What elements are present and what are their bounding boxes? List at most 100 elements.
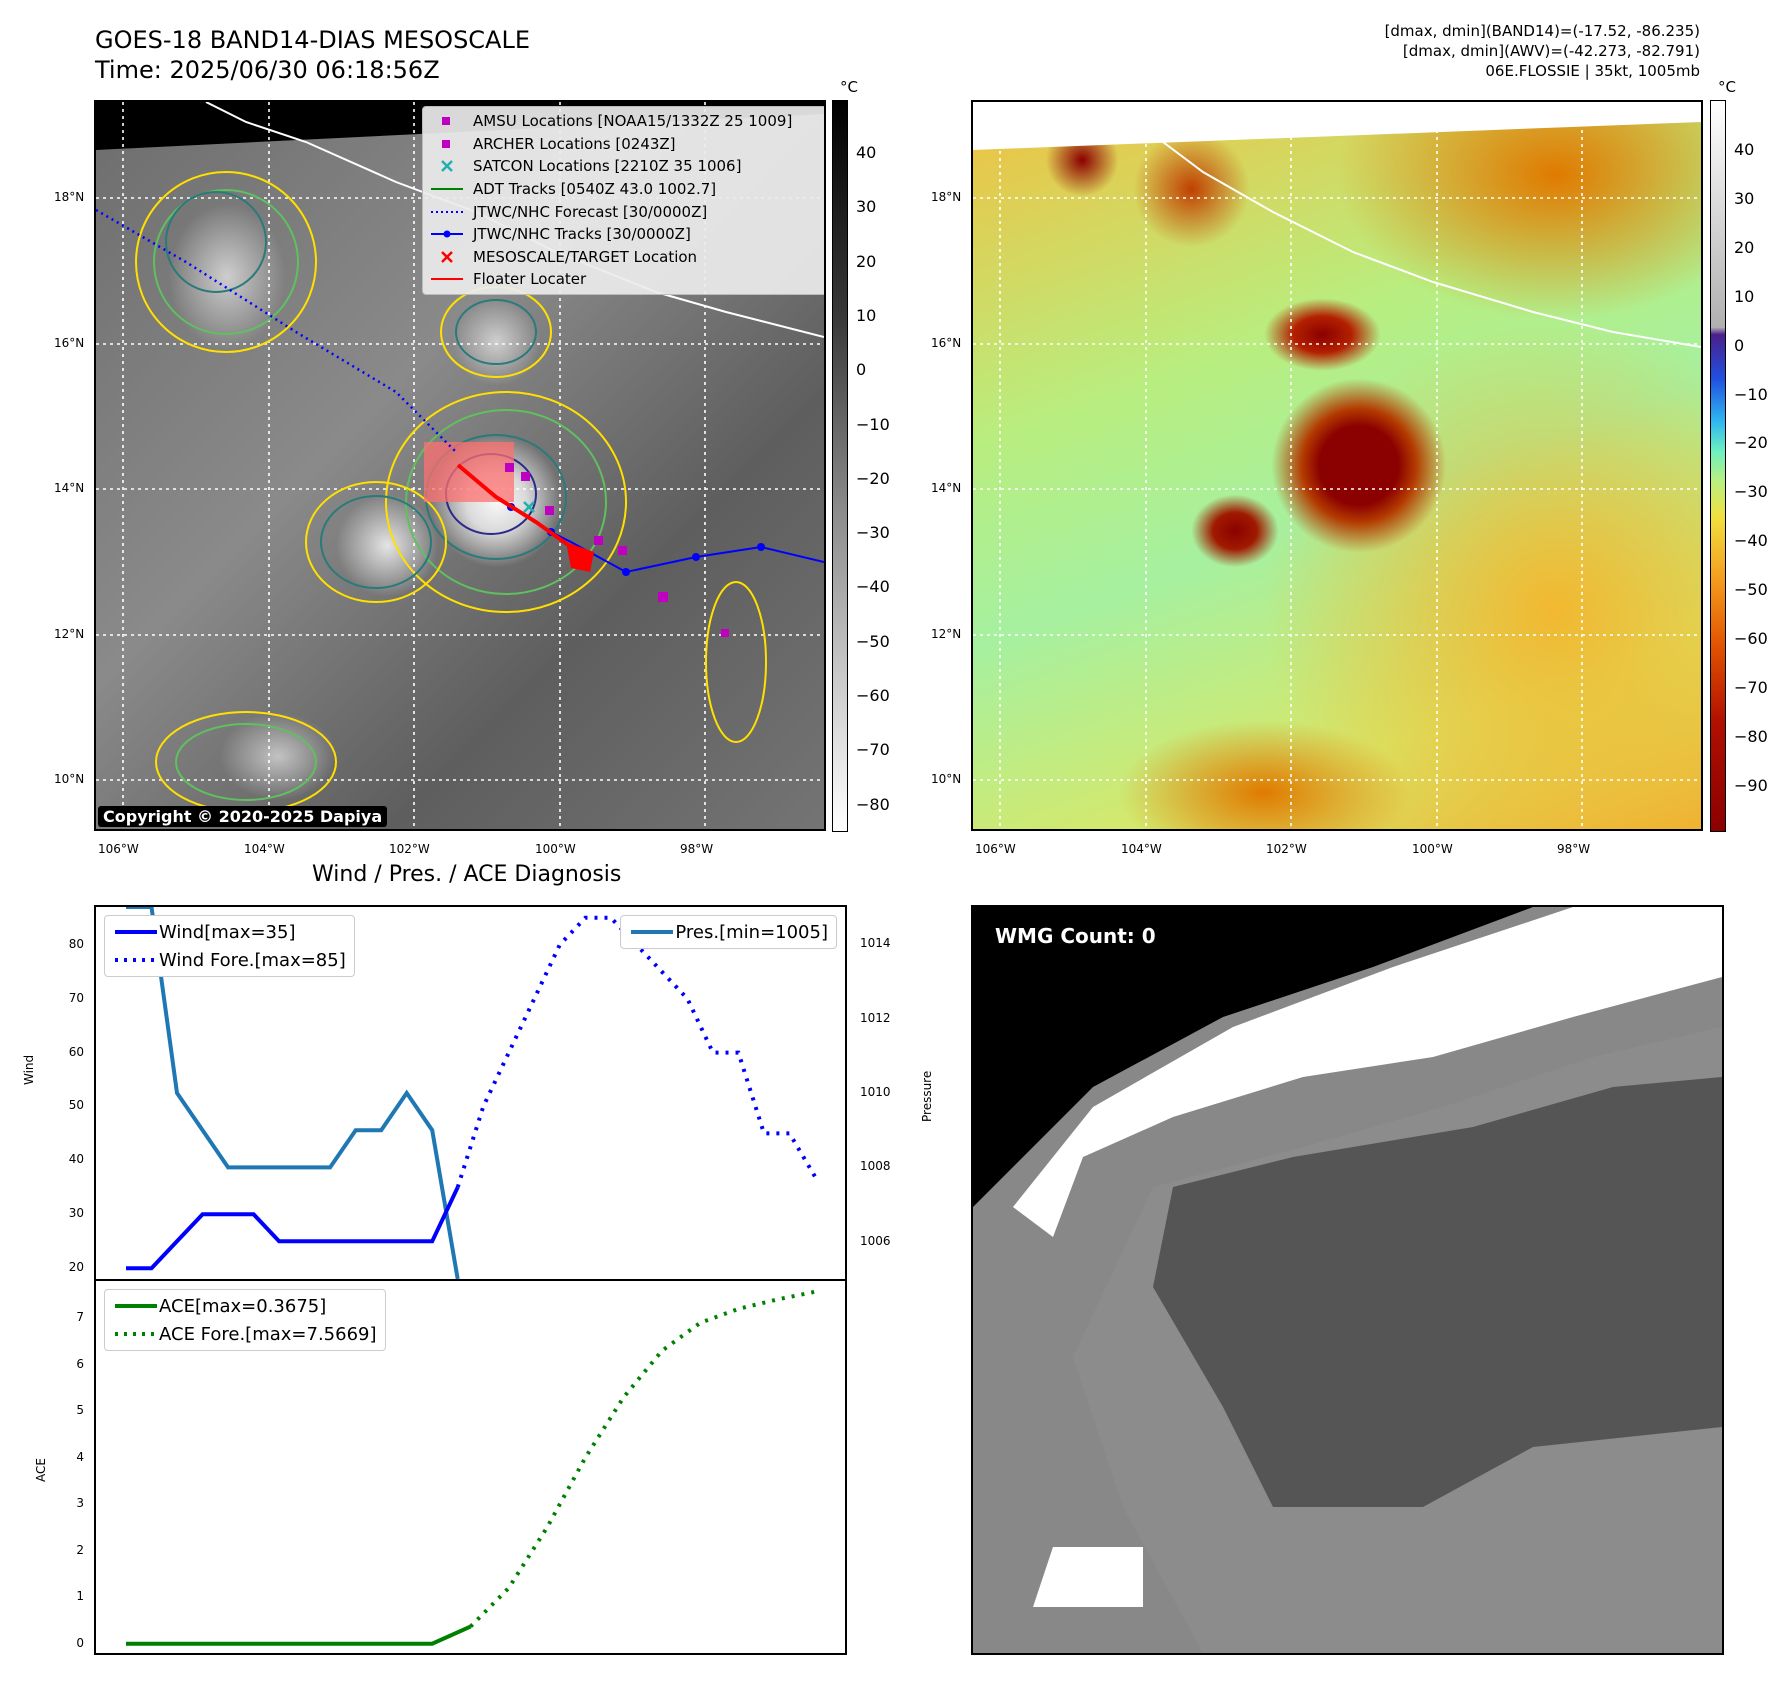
lon-tick-100-left: 100°W <box>535 842 576 856</box>
ace-ytick-5: 5 <box>76 1403 84 1418</box>
ace-series-1 <box>469 1289 816 1629</box>
colorbar-gray-unit: °C <box>840 78 858 96</box>
colorbar-gray-tick-1: 30 <box>856 197 877 217</box>
awv-map-panel <box>971 100 1703 831</box>
map-legend: AMSU Locations [NOAA15/1332Z 25 1009] AR… <box>422 106 824 295</box>
wind-ytick-2: 40 <box>68 1152 84 1167</box>
ace-ytick-3: 3 <box>76 1496 84 1511</box>
lat-tick-14-left: 14°N <box>54 481 85 495</box>
lon-tick-102-left: 102°W <box>389 842 430 856</box>
colorbar-color-tick-11: −70 <box>1734 677 1768 697</box>
lon-tick-98-left: 98°W <box>680 842 714 856</box>
lon-tick-104-right: 104°W <box>1121 842 1162 856</box>
colorbar-color-tick-8: −40 <box>1734 531 1768 551</box>
lat-tick-10-left: 10°N <box>54 772 85 786</box>
colorbar-color-tick-0: 40 <box>1734 140 1755 159</box>
colorbar-gray-tick-10: −60 <box>856 686 890 705</box>
pressure-ytick-0: 1006 <box>860 1233 891 1248</box>
copyright-badge: Copyright © 2020-2025 Dapiya <box>98 806 388 827</box>
legend-jtwc-tracks: JTWC/NHC Tracks [30/0000Z] <box>429 223 821 246</box>
lon-tick-106-right: 106°W <box>975 842 1016 856</box>
ir-map-panel: AMSU Locations [NOAA15/1332Z 25 1009] AR… <box>94 100 826 831</box>
wind-series-0 <box>126 1186 460 1271</box>
colorbar-color-unit: °C <box>1718 78 1736 96</box>
colorbar-color-tick-6: −20 <box>1734 433 1768 453</box>
lat-tick-18-right: 18°N <box>931 190 962 204</box>
ace-ytick-4: 4 <box>76 1449 84 1464</box>
wmg-count-badge: WMG Count: 0 <box>987 921 1164 951</box>
wmg-darkgray-region <box>1153 1077 1722 1507</box>
colorbar-gray-tick-3: 10 <box>856 305 877 325</box>
ace-legend-fore: ACE Fore.[max=7.5669] <box>115 1323 377 1345</box>
pressure-ytick-3: 1012 <box>860 1010 891 1025</box>
colorbar-color-tick-2: 20 <box>1734 237 1755 257</box>
wind-pressure-panel: Wind[max=35] Wind Fore.[max=85] Pres.[mi… <box>94 905 847 1281</box>
wind-ytick-6: 80 <box>68 936 84 951</box>
ace-series-0 <box>126 1624 472 1646</box>
colorbar-color-tick-5: −10 <box>1734 384 1768 404</box>
colorbar-gray-tick-12: −80 <box>856 794 890 814</box>
wmg-black-band <box>973 907 1533 1207</box>
legend-adt: ADT Tracks [0540Z 43.0 1002.7] <box>431 180 717 199</box>
colorbar-color-tick-3: 10 <box>1734 286 1755 306</box>
colorbar-gray-tick-7: −30 <box>856 523 890 543</box>
colorbar-gray-tick-8: −40 <box>856 577 890 597</box>
colorbar-gray-tick-5: −10 <box>856 414 890 434</box>
amsu-points <box>505 463 729 637</box>
lon-tick-104-left: 104°W <box>244 842 285 856</box>
colorbar-gray-tick-0: 40 <box>856 143 877 162</box>
diag-title: Wind / Pres. / ACE Diagnosis <box>312 862 622 887</box>
colorbar-color <box>1710 100 1726 832</box>
satcon-points <box>523 501 535 513</box>
colorbar-gray <box>832 100 848 832</box>
ace-ytick-0: 0 <box>76 1635 84 1650</box>
wmg-white-band <box>1013 907 1722 1237</box>
colorbar-color-tick-4: 0 <box>1734 335 1745 355</box>
wind-ytick-0: 20 <box>68 1260 84 1275</box>
colorbar-color-tick-12: −80 <box>1734 726 1768 746</box>
colorbar-gray-tick-4: 0 <box>856 360 867 380</box>
awv-coastline <box>1162 141 1701 348</box>
pressure-legend: Pres.[min=1005] <box>620 915 837 949</box>
pressure-ytick-1: 1008 <box>860 1159 891 1174</box>
figure-time: Time: 2025/06/30 06:18:56Z <box>95 56 440 84</box>
info-storm: 06E.FLOSSIE | 35kt, 1005mb <box>1485 62 1700 80</box>
ace-legend: ACE[max=0.3675] ACE Fore.[max=7.5669] <box>104 1289 386 1351</box>
colorbar-color-tick-1: 30 <box>1734 188 1755 208</box>
lat-tick-12-left: 12°N <box>54 627 85 641</box>
floater-track <box>456 463 578 558</box>
wmg-white-patch <box>1033 1547 1143 1607</box>
lat-tick-10-right: 10°N <box>931 772 962 786</box>
colorbar-gray-tick-9: −50 <box>856 631 890 651</box>
colorbar-gray-tick-11: −70 <box>856 740 890 760</box>
ace-panel: ACE[max=0.3675] ACE Fore.[max=7.5669] <box>94 1279 847 1655</box>
lon-tick-100-right: 100°W <box>1412 842 1453 856</box>
pressure-legend-obs: Pres.[min=1005] <box>631 921 828 943</box>
awv-no-data-region <box>973 102 1701 150</box>
floater-head <box>566 542 594 572</box>
colorbar-color-tick-9: −50 <box>1734 580 1768 600</box>
info-band14-range: [dmax, dmin](BAND14)=(-17.52, -86.235) <box>1384 22 1700 40</box>
figure-title: GOES-18 BAND14-DIAS MESOSCALE <box>95 26 531 54</box>
wind-ytick-1: 30 <box>68 1206 84 1221</box>
wind-legend-obs: Wind[max=35] <box>115 921 296 943</box>
lon-tick-106-left: 106°W <box>98 842 139 856</box>
wind-ytick-4: 60 <box>68 1044 84 1059</box>
colorbar-gray-tick-2: 20 <box>856 251 877 271</box>
jtwc-forecast-track <box>96 208 457 453</box>
info-awv-range: [dmax, dmin](AWV)=(-42.273, -82.791) <box>1402 42 1700 60</box>
pressure-ytick-4: 1014 <box>860 936 891 951</box>
wind-pressure-plot <box>126 907 817 1279</box>
lon-tick-102-right: 102°W <box>1266 842 1307 856</box>
pressure-ylabel: Pressure <box>920 1070 934 1122</box>
legend-floater: Floater Locater <box>431 270 587 289</box>
ace-legend-obs: ACE[max=0.3675] <box>115 1295 327 1317</box>
colorbar-color-tick-10: −60 <box>1734 629 1768 648</box>
colorbar-gray-tick-6: −20 <box>856 468 890 488</box>
wmg-image <box>973 907 1722 1653</box>
wind-ytick-5: 70 <box>68 990 84 1005</box>
legend-mesoscale-target: MESOSCALE/TARGET Location <box>429 246 821 269</box>
wind-ylabel: Wind <box>22 1054 36 1085</box>
legend-satcon: SATCON Locations [2210Z 35 1006] <box>429 155 821 178</box>
awv-map-overlay <box>973 102 1701 829</box>
